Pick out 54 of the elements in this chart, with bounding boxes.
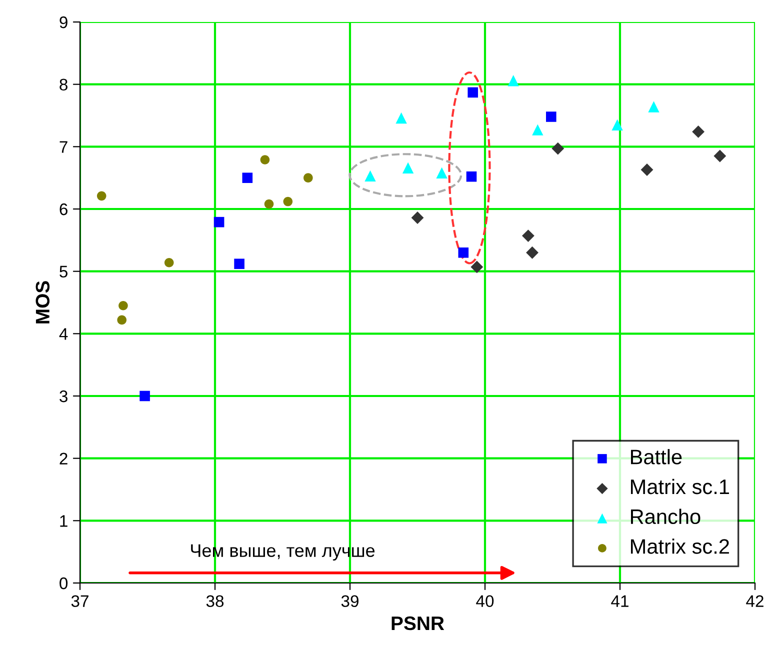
point: [234, 258, 244, 270]
point: [140, 390, 150, 402]
point: [458, 247, 469, 258]
point: [522, 230, 534, 242]
y-tick-label: 3: [60, 390, 68, 402]
point: [648, 101, 660, 112]
x-tick-label: 40: [476, 595, 494, 608]
point: [264, 199, 274, 209]
point: [117, 315, 127, 325]
y-axis-title: MOS: [36, 281, 50, 324]
y-tick-label: 2: [60, 452, 68, 464]
legend-label: Rancho: [631, 508, 700, 524]
x-tick-label: 39: [341, 595, 358, 608]
y-tick-label: 1: [60, 515, 68, 527]
x-tick-label: 41: [611, 595, 628, 607]
point: [640, 164, 654, 176]
point: [468, 87, 478, 98]
point: [364, 170, 376, 182]
legend-label: Matrix sc.1: [631, 478, 729, 494]
y-tick-label: 6: [60, 203, 68, 216]
point: [242, 172, 253, 183]
x-tick-label: 38: [206, 595, 224, 608]
point: [411, 212, 424, 224]
point: [508, 74, 519, 86]
y-tick-label: 5: [60, 266, 68, 278]
y-tick-label: 9: [60, 16, 68, 28]
legend-label: Matrix sc.2: [631, 538, 729, 554]
y-tick-label: 0: [60, 577, 68, 590]
point: [283, 196, 293, 206]
point: [118, 300, 128, 310]
point: [466, 171, 477, 182]
x-tick-label: 42: [746, 595, 764, 607]
legend-label: Battle: [631, 449, 682, 464]
point: [164, 258, 174, 268]
point: [260, 155, 270, 164]
point: [214, 216, 224, 228]
x-tick-label: 37: [71, 595, 88, 608]
point: [546, 112, 556, 122]
y-tick-label: 4: [59, 328, 68, 340]
point: [526, 246, 538, 259]
point: [96, 191, 106, 201]
point: [714, 150, 726, 162]
y-tick-label: 7: [60, 141, 68, 153]
point: [396, 112, 407, 124]
point: [402, 162, 414, 174]
point: [470, 260, 484, 274]
point: [532, 124, 544, 136]
y-tick-label: 8: [60, 78, 68, 91]
point: [692, 125, 705, 138]
point: [303, 173, 313, 182]
point: [612, 119, 623, 130]
point: [552, 142, 564, 155]
x-axis-title: PSNR: [392, 616, 444, 630]
point: [436, 167, 448, 178]
